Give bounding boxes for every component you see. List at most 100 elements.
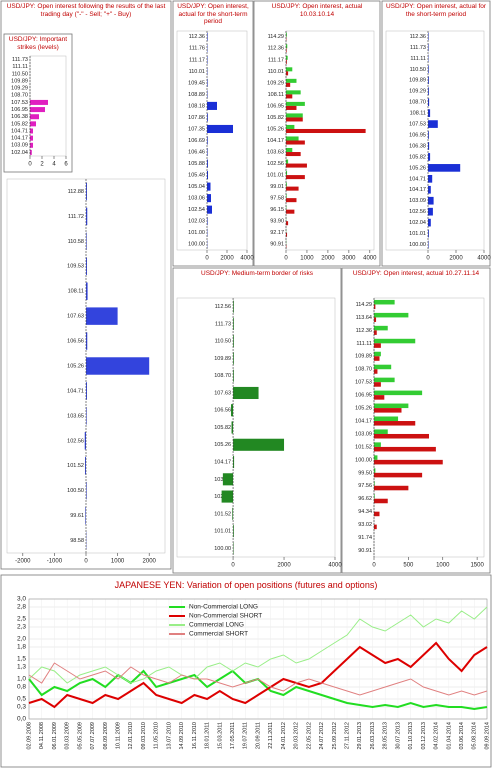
level-label: 105.82: [214, 425, 231, 431]
bar: [374, 459, 443, 465]
y-tick-label: 1,0: [17, 676, 26, 683]
level-label: 105.26: [355, 406, 372, 412]
bar: [286, 67, 293, 72]
bar: [428, 32, 429, 41]
bar: [286, 32, 287, 37]
bar: [86, 481, 87, 500]
x-tick-label: 0: [205, 256, 209, 262]
level-label: 90.91: [270, 242, 284, 248]
level-label: 111.17: [268, 57, 284, 63]
panel-title: USD/JPY: Open interest, actual for the s…: [177, 3, 249, 25]
bar: [286, 101, 305, 106]
level-label: 109.89: [11, 78, 28, 84]
bar: [233, 455, 235, 469]
bar: [428, 131, 429, 139]
y-tick-label: 2,3: [17, 624, 26, 631]
legend-label: Commercial LONG: [189, 622, 244, 629]
bar: [286, 71, 289, 76]
bar: [374, 511, 380, 517]
bar: [286, 55, 288, 60]
level-label: 106.95: [11, 107, 28, 113]
bar: [86, 407, 87, 425]
bar: [86, 232, 87, 251]
level-label: 111.73: [410, 45, 426, 51]
level-label: 101.01: [214, 529, 231, 535]
x-tick-label: 28.05.2013: [383, 722, 389, 750]
level-label: 100.00: [214, 546, 231, 552]
series-line: [28, 641, 488, 709]
panel-frame: [381, 0, 491, 267]
level-label: 108.11: [410, 111, 426, 117]
bar: [286, 198, 297, 203]
bar: [233, 300, 234, 313]
bar: [233, 525, 234, 538]
bar: [207, 101, 217, 110]
bar: [286, 175, 305, 180]
level-label: 100.00: [188, 242, 205, 248]
level-label: 106.95: [409, 132, 426, 138]
bar: [286, 59, 287, 64]
level-label: 111.11: [410, 56, 426, 62]
bar: [428, 76, 429, 85]
bar: [286, 113, 303, 118]
bar: [207, 182, 211, 191]
level-label: 107.63: [214, 390, 231, 396]
bar: [374, 472, 423, 478]
level-label: 110.50: [410, 67, 426, 73]
level-label: 101.52: [355, 444, 372, 450]
series-line: [28, 606, 488, 684]
x-tick-label: 4000: [328, 563, 342, 569]
x-tick-label: 0: [84, 559, 88, 565]
bar: [286, 48, 287, 53]
bar: [374, 351, 381, 357]
bar: [207, 205, 212, 214]
level-label: 108.11: [268, 92, 284, 98]
bar: [286, 163, 307, 168]
bar: [374, 485, 409, 491]
bar: [374, 429, 388, 434]
y-tick-label: 0,0: [17, 716, 26, 723]
bar: [428, 120, 438, 128]
x-tick-label: 09.03.2010: [141, 722, 147, 750]
bar: [374, 455, 378, 460]
level-label: 102.04: [11, 150, 28, 156]
x-tick-label: 2000: [321, 256, 335, 262]
bar: [286, 152, 301, 157]
level-label: 105.26: [214, 442, 231, 448]
level-label: 99.01: [270, 184, 284, 190]
level-label: 111.72: [68, 214, 84, 220]
level-label: 103.06: [188, 196, 205, 202]
bar: [86, 257, 87, 275]
level-label: 106.56: [67, 339, 84, 345]
level-label: 110.01: [268, 69, 284, 75]
bar: [286, 128, 366, 134]
plot-area: [28, 598, 488, 720]
level-label: 97.56: [358, 483, 372, 489]
x-tick-label: 1000: [436, 563, 450, 569]
x-tick-label: 05.05.2009: [77, 722, 83, 750]
panel-frame: [341, 267, 491, 574]
x-tick-label: 26.03.2013: [370, 722, 376, 750]
level-label: 109.89: [214, 356, 231, 362]
x-tick-label: 0: [231, 563, 235, 569]
bar: [428, 109, 431, 117]
level-label: 108.11: [68, 289, 84, 295]
bar: [207, 32, 208, 41]
level-label: 111.11: [356, 341, 372, 347]
bar: [231, 421, 234, 434]
level-label: 101.00: [188, 230, 205, 236]
x-tick-label: 6: [64, 162, 68, 168]
bar: [30, 142, 33, 148]
level-label: 104.71: [67, 388, 84, 394]
bar: [286, 78, 297, 83]
bar: [428, 196, 434, 205]
level-label: 105.49: [188, 173, 205, 179]
x-tick-label: 14.09.2010: [179, 722, 185, 750]
bar: [286, 194, 287, 199]
bar: [428, 207, 433, 216]
x-tick-label: 0: [426, 256, 430, 262]
bar: [85, 457, 86, 475]
plot-area: [176, 297, 336, 558]
x-tick-label: 2000: [277, 563, 291, 569]
y-tick-label: 2,5: [17, 616, 26, 623]
